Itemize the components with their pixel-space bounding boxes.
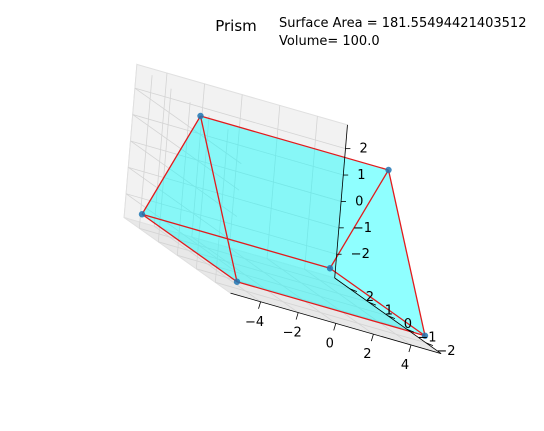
- vertex-point: [138, 211, 146, 218]
- grid-line: [132, 114, 344, 176]
- prism-edge: [329, 267, 426, 337]
- prism-edges: [141, 115, 426, 337]
- prism-edge: [387, 169, 426, 336]
- x-tick-label: 0: [326, 336, 334, 351]
- volume-annotation: Volume= 100.0: [279, 34, 380, 49]
- y-tick-label: 2: [366, 290, 374, 305]
- prism-edge: [329, 169, 390, 269]
- grid-line: [158, 241, 370, 303]
- grid-line: [128, 167, 235, 244]
- x-tick-label-mark: [408, 344, 412, 353]
- prism-face: [200, 116, 425, 336]
- grid-line: [130, 140, 238, 217]
- grid-line: [130, 140, 342, 202]
- y-tick-label: −2: [436, 344, 455, 359]
- surface-area-annotation: Surface Area = 181.55494421403512: [279, 16, 526, 31]
- z-tick-label: −2: [351, 247, 370, 262]
- y-tick-label-mark: [406, 328, 415, 333]
- prism-edge: [141, 213, 331, 269]
- grid-line: [196, 268, 408, 330]
- x-tick-label: 4: [401, 358, 409, 373]
- prism-edge: [141, 213, 238, 283]
- prism-face: [142, 116, 389, 269]
- y-tick-label: 0: [404, 317, 412, 332]
- z-tick-label: 1: [357, 168, 365, 183]
- x-tick-label-mark: [295, 312, 299, 320]
- prism-edge: [236, 281, 426, 337]
- prism-faces: [142, 116, 425, 336]
- vertex-point: [385, 166, 392, 174]
- x-tick-label: 2: [363, 347, 371, 362]
- grid-line: [134, 87, 242, 165]
- vertex-point: [326, 265, 334, 272]
- prism-edge: [141, 115, 202, 215]
- chart-title: Prism: [215, 17, 257, 35]
- x-tick-label-mark: [370, 334, 374, 342]
- y-tick-label: −1: [417, 330, 436, 345]
- z-tick-label: 2: [359, 142, 367, 157]
- vertex-point: [197, 112, 204, 120]
- x-tick-label-mark: [333, 323, 337, 331]
- prism-vertices: [138, 112, 429, 339]
- grid-line: [126, 193, 337, 255]
- grid-line: [177, 254, 389, 317]
- prism-face: [142, 214, 425, 336]
- prism-face: [142, 116, 237, 282]
- prism-face: [330, 170, 425, 336]
- grid-line: [132, 114, 240, 191]
- prism-edge: [200, 115, 389, 171]
- grid-line: [125, 193, 233, 270]
- y-tick-label: 1: [385, 303, 393, 318]
- y-tick-label-mark: [425, 342, 434, 346]
- y-tick-label-mark: [349, 288, 358, 292]
- x-tick-label: −4: [245, 315, 264, 330]
- y-tick-label-mark: [368, 301, 377, 306]
- x-tick-label: −2: [283, 326, 302, 341]
- grid-line: [139, 227, 351, 290]
- grid-line: [215, 281, 427, 344]
- vertex-point: [421, 332, 429, 339]
- y-tick-label-mark: [387, 315, 396, 319]
- grid-line: [134, 87, 346, 150]
- x-tick-label-mark: [258, 301, 262, 309]
- z-tick-label: 0: [355, 194, 363, 209]
- prism-edge: [199, 115, 238, 282]
- z-tick-label: −1: [353, 221, 372, 236]
- vertex-point: [233, 278, 241, 285]
